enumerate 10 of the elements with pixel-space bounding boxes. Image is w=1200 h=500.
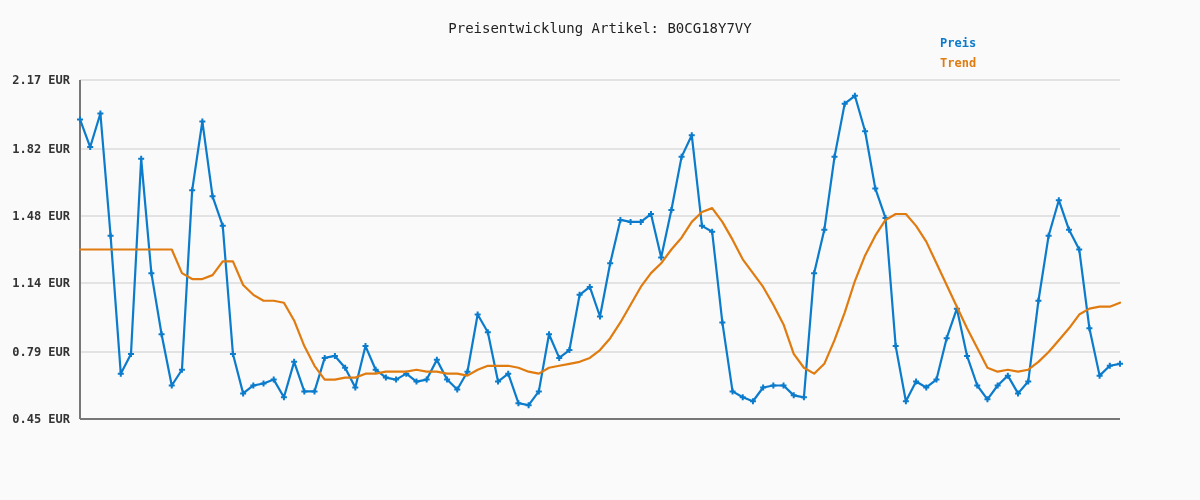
y-tick-label: 1.14 EUR [12, 276, 71, 291]
chart-title: Preisentwicklung Artikel: B0CG18Y7VY [448, 20, 753, 36]
y-tick-label: 2.17 EUR [12, 73, 71, 88]
y-tick-label: 1.82 EUR [12, 142, 71, 157]
line-series [78, 207, 1122, 381]
y-tick-label: 0.45 EUR [12, 412, 71, 427]
text: Trend [940, 56, 977, 70]
y-tick-label: 0.79 EUR [12, 345, 71, 360]
y-tick-label: 1.48 EUR [12, 209, 71, 224]
text: Preis [940, 36, 977, 50]
